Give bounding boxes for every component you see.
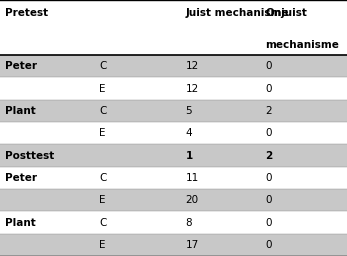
Text: E: E	[99, 240, 105, 250]
Text: 0: 0	[265, 61, 272, 71]
Text: 1: 1	[186, 151, 193, 161]
Text: 20: 20	[186, 195, 199, 205]
Text: 0: 0	[265, 83, 272, 93]
Text: 0: 0	[265, 240, 272, 250]
Text: 12: 12	[186, 61, 199, 71]
Text: Posttest: Posttest	[5, 151, 54, 161]
Bar	[0, 211, 347, 234]
Text: C: C	[99, 218, 106, 228]
Text: 0: 0	[265, 128, 272, 138]
Text: 12: 12	[186, 83, 199, 93]
Bar	[0, 144, 347, 167]
Bar	[0, 77, 347, 100]
Text: Juist mechanisme: Juist mechanisme	[186, 8, 289, 18]
Text: 2: 2	[265, 151, 273, 161]
Bar	[0, 55, 347, 77]
Text: 5: 5	[186, 106, 192, 116]
Text: E: E	[99, 128, 105, 138]
Bar	[0, 167, 347, 189]
Text: C: C	[99, 173, 106, 183]
Text: 0: 0	[265, 173, 272, 183]
Text: Peter: Peter	[5, 173, 37, 183]
Text: E: E	[99, 83, 105, 93]
Text: Plant: Plant	[5, 106, 36, 116]
Text: C: C	[99, 61, 106, 71]
Text: 17: 17	[186, 240, 199, 250]
Text: 4: 4	[186, 128, 192, 138]
Text: Onjuist: Onjuist	[265, 8, 307, 18]
Text: 8: 8	[186, 218, 192, 228]
Text: Pretest: Pretest	[5, 8, 48, 18]
Bar	[0, 100, 347, 122]
Text: Peter: Peter	[5, 61, 37, 71]
Bar	[0, 234, 347, 256]
Bar	[0, 122, 347, 144]
Text: 0: 0	[265, 218, 272, 228]
Text: 0: 0	[265, 195, 272, 205]
Text: E: E	[99, 195, 105, 205]
Text: 2: 2	[265, 106, 272, 116]
Bar	[0, 0, 347, 55]
Text: 11: 11	[186, 173, 199, 183]
Bar	[0, 189, 347, 211]
Text: mechanisme: mechanisme	[265, 40, 339, 50]
Text: Plant: Plant	[5, 218, 36, 228]
Text: C: C	[99, 106, 106, 116]
